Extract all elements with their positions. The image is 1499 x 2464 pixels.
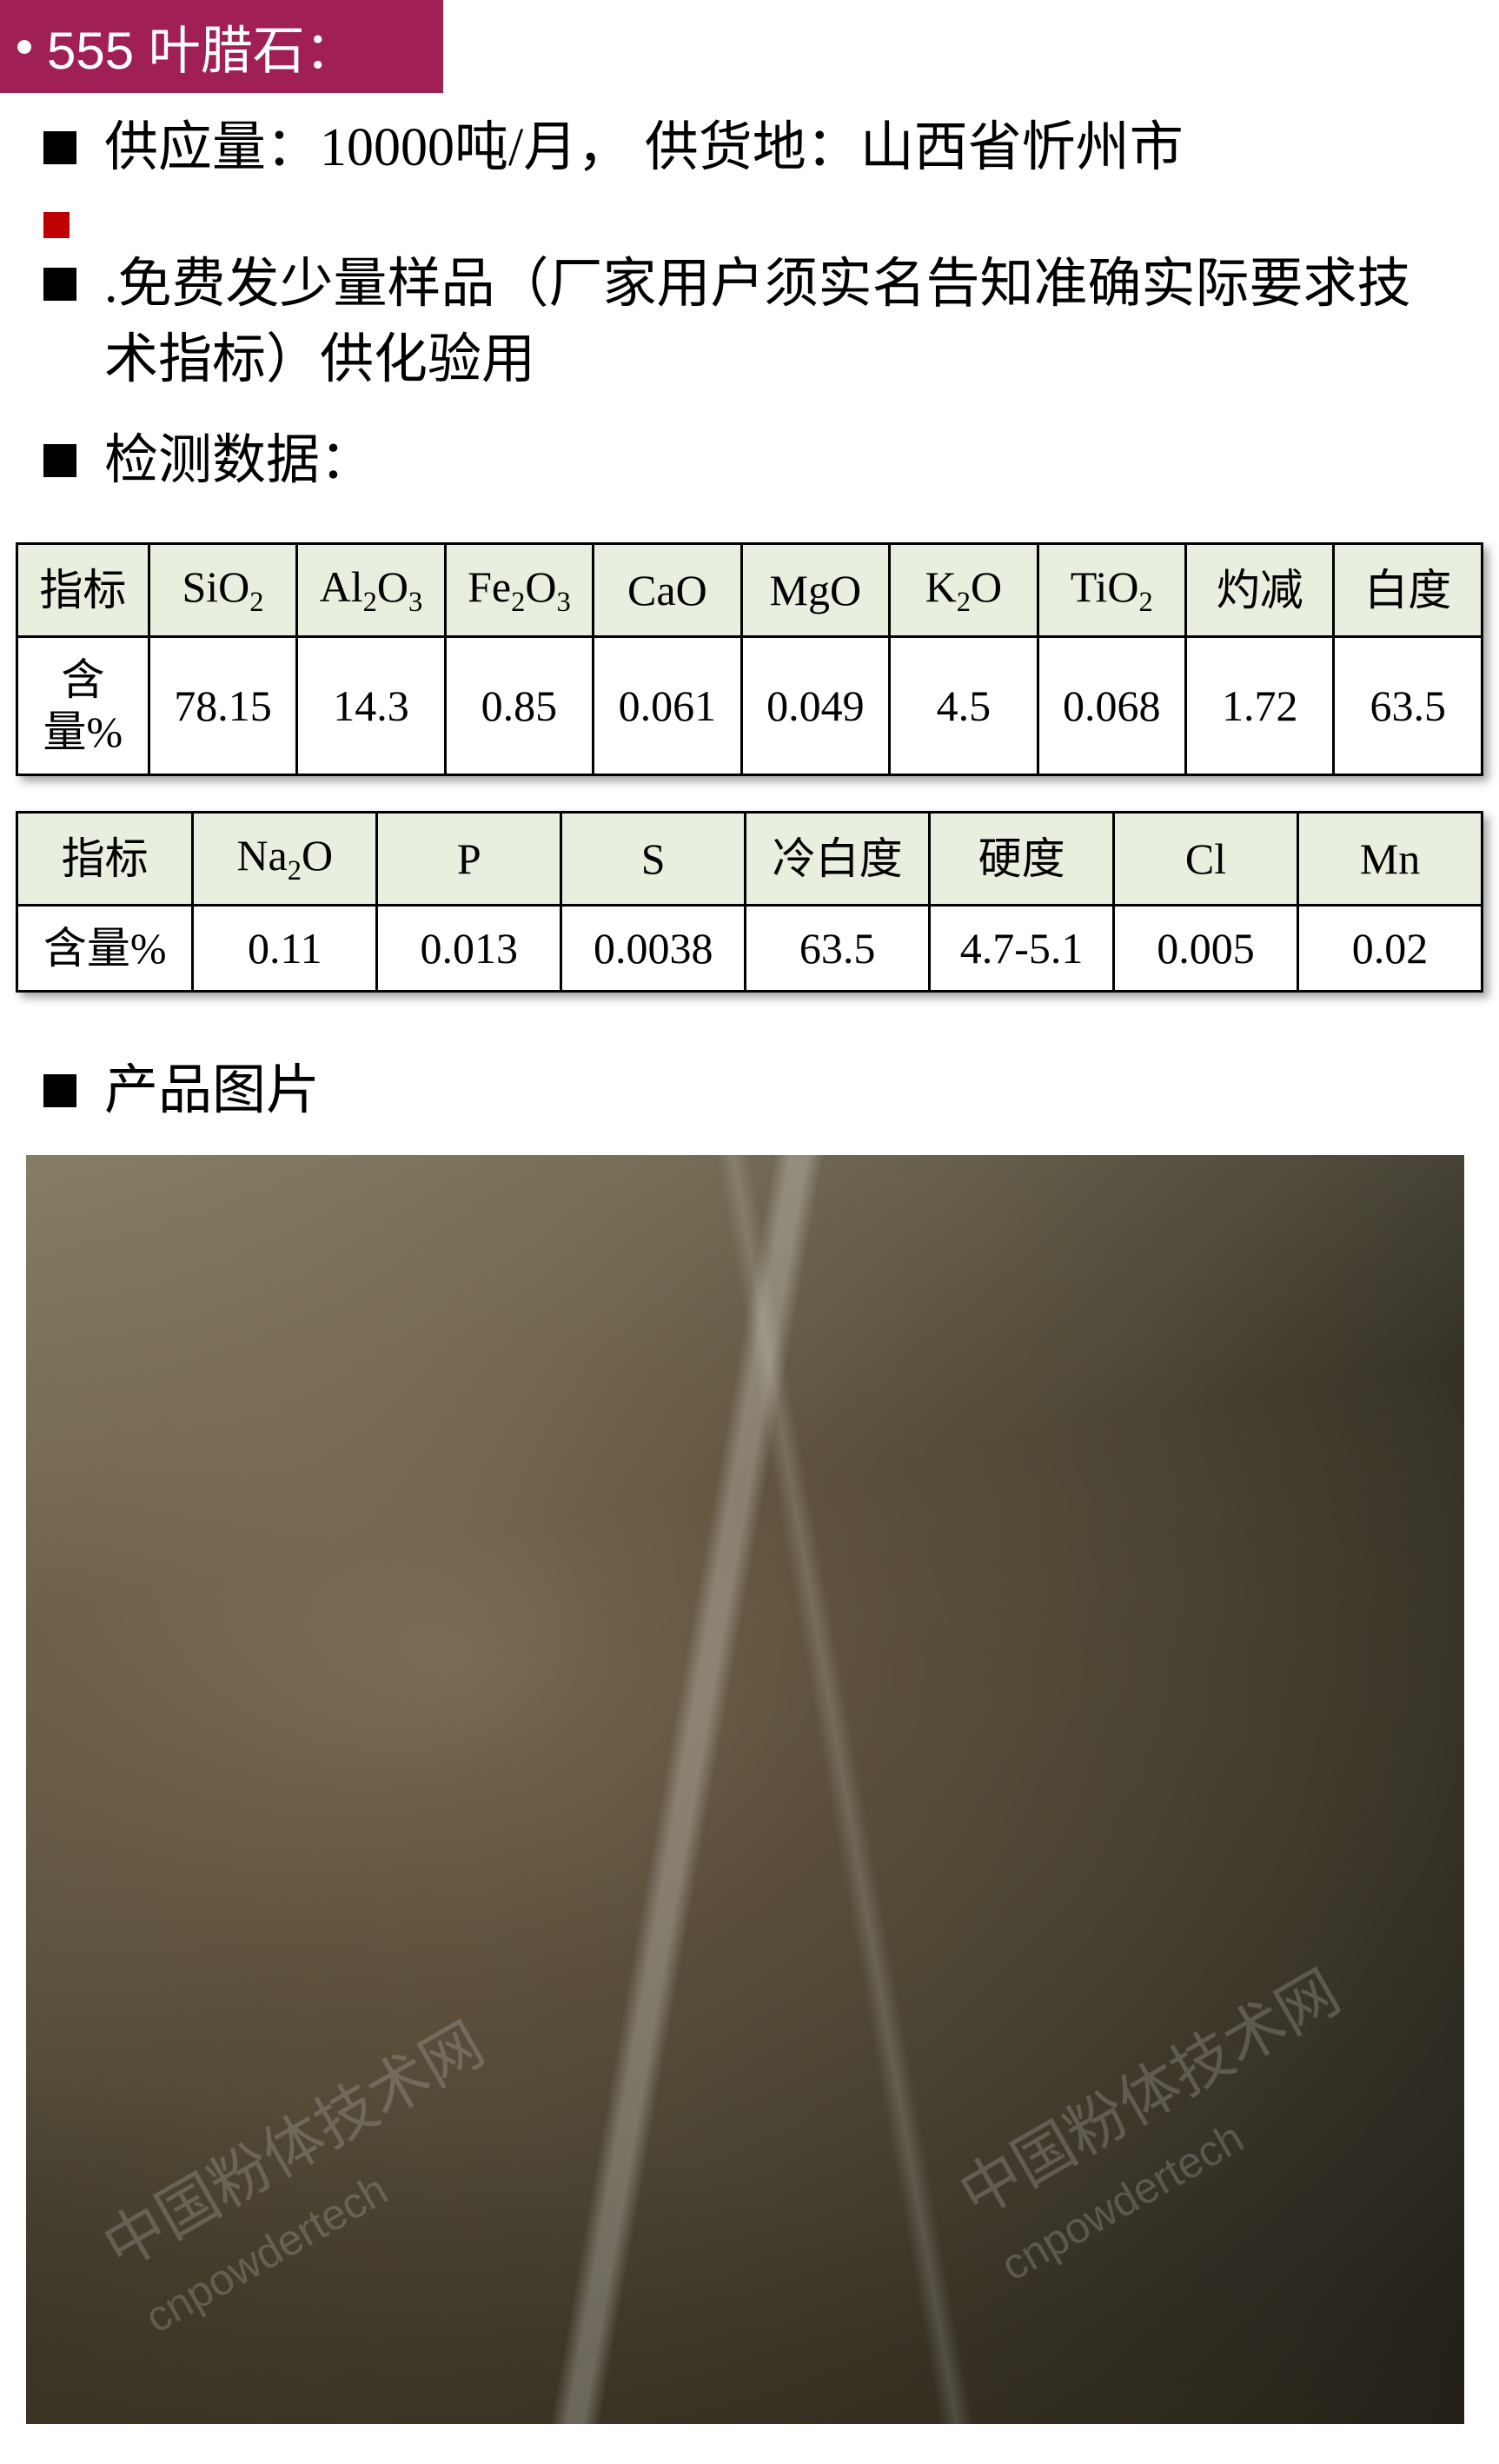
supply-text: 供应量：10000吨/月， 供货地：山西省忻州市 xyxy=(104,110,1464,186)
table1-col-7: 灼减 xyxy=(1186,544,1334,637)
page: 555 叶腊石： 供应量：10000吨/月， 供货地：山西省忻州市 .免费发少量… xyxy=(0,0,1499,2424)
table1-col-3: CaO xyxy=(594,544,741,637)
table1-col-6: TiO2 xyxy=(1038,544,1185,637)
table2-row-label: 指标 xyxy=(17,813,193,906)
table1-val-8: 63.5 xyxy=(1334,637,1482,775)
section-header: 555 叶腊石： xyxy=(0,0,443,93)
table1-val-5: 4.5 xyxy=(890,637,1038,775)
photo-label-line: 产品图片 xyxy=(43,1053,1464,1129)
watermark-2: 中国粉体技术网 cnpowdertech xyxy=(941,1945,1389,2295)
table1-col-8: 白度 xyxy=(1334,544,1482,637)
photo-section: 中国粉体技术网 cnpowdertech 中国粉体技术网 cnpowdertec… xyxy=(0,1155,1499,2424)
table2-col-3: 冷白度 xyxy=(746,813,930,906)
table1-col-1: Al2O3 xyxy=(297,544,445,637)
square-bullet-icon xyxy=(43,444,76,477)
table2-col-2: S xyxy=(561,813,746,906)
square-bullet-red-icon xyxy=(43,212,70,238)
header-bullet-icon xyxy=(17,40,31,54)
supply-line: 供应量：10000吨/月， 供货地：山西省忻州市 xyxy=(43,110,1464,186)
table2-val-2: 0.0038 xyxy=(561,906,746,992)
table2-col-5: Cl xyxy=(1114,813,1298,906)
table2-val-3: 63.5 xyxy=(746,906,930,992)
table2-wrap: 指标 Na2O P S 冷白度 硬度 Cl Mn 含量% 0.11 0.013 … xyxy=(0,811,1499,993)
table2-val-5: 0.005 xyxy=(1114,906,1298,992)
product-photo: 中国粉体技术网 cnpowdertech 中国粉体技术网 cnpowdertec… xyxy=(26,1155,1464,2424)
table1-col-5: K2O xyxy=(890,544,1038,637)
table1-val-1: 14.3 xyxy=(297,637,445,775)
photo-label-block: 产品图片 xyxy=(0,1027,1499,1138)
data-table-1: 指标 SiO2 Al2O3 Fe2O3 CaO MgO K2O TiO2 灼减 … xyxy=(16,542,1483,776)
red-bullet-line xyxy=(43,212,1464,238)
data-label-text: 检测数据： xyxy=(104,423,1464,499)
table1-val-4: 0.049 xyxy=(741,637,889,775)
table2-value-row: 含量% 0.11 0.013 0.0038 63.5 4.7-5.1 0.005… xyxy=(17,906,1482,992)
table1-val-7: 1.72 xyxy=(1186,637,1334,775)
watermark-1: 中国粉体技术网 cnpowdertech xyxy=(85,1997,533,2347)
photo-label-text: 产品图片 xyxy=(104,1053,1464,1129)
sample-text: .免费发少量样品（厂家用户须实名告知准确实际要求技术指标）供化验用 xyxy=(104,247,1464,398)
table2-header-row: 指标 Na2O P S 冷白度 硬度 Cl Mn xyxy=(17,813,1482,906)
square-bullet-icon xyxy=(43,268,76,301)
table2-col-6: Mn xyxy=(1298,813,1482,906)
table1-val-2: 0.85 xyxy=(445,637,593,775)
table1-col-4: MgO xyxy=(741,544,889,637)
table1-value-label: 含量% xyxy=(17,637,149,775)
table2-val-0: 0.11 xyxy=(193,906,377,992)
square-bullet-icon xyxy=(43,131,76,164)
table2-col-4: 硬度 xyxy=(930,813,1114,906)
table2-val-6: 0.02 xyxy=(1298,906,1482,992)
table1-row-label: 指标 xyxy=(17,544,149,637)
square-bullet-icon xyxy=(43,1074,76,1107)
table1-col-2: Fe2O3 xyxy=(445,544,593,637)
table2-col-1: P xyxy=(377,813,561,906)
info-block: 供应量：10000吨/月， 供货地：山西省忻州市 .免费发少量样品（厂家用户须实… xyxy=(0,93,1499,542)
table1-header-row: 指标 SiO2 Al2O3 Fe2O3 CaO MgO K2O TiO2 灼减 … xyxy=(17,544,1482,637)
table2-val-4: 4.7-5.1 xyxy=(930,906,1114,992)
sample-line: .免费发少量样品（厂家用户须实名告知准确实际要求技术指标）供化验用 xyxy=(43,247,1464,398)
header-title: 555 叶腊石： xyxy=(47,9,357,84)
table2-value-label: 含量% xyxy=(17,906,193,992)
table1-val-0: 78.15 xyxy=(149,637,296,775)
data-table-2: 指标 Na2O P S 冷白度 硬度 Cl Mn 含量% 0.11 0.013 … xyxy=(16,811,1483,993)
table2-val-1: 0.013 xyxy=(377,906,561,992)
table1-val-6: 0.068 xyxy=(1038,637,1185,775)
table1-wrap: 指标 SiO2 Al2O3 Fe2O3 CaO MgO K2O TiO2 灼减 … xyxy=(0,542,1499,776)
table1-val-3: 0.061 xyxy=(594,637,741,775)
table1-col-0: SiO2 xyxy=(149,544,296,637)
table1-value-row: 含量% 78.15 14.3 0.85 0.061 0.049 4.5 0.06… xyxy=(17,637,1482,775)
table2-col-0: Na2O xyxy=(193,813,377,906)
data-label-line: 检测数据： xyxy=(43,423,1464,499)
